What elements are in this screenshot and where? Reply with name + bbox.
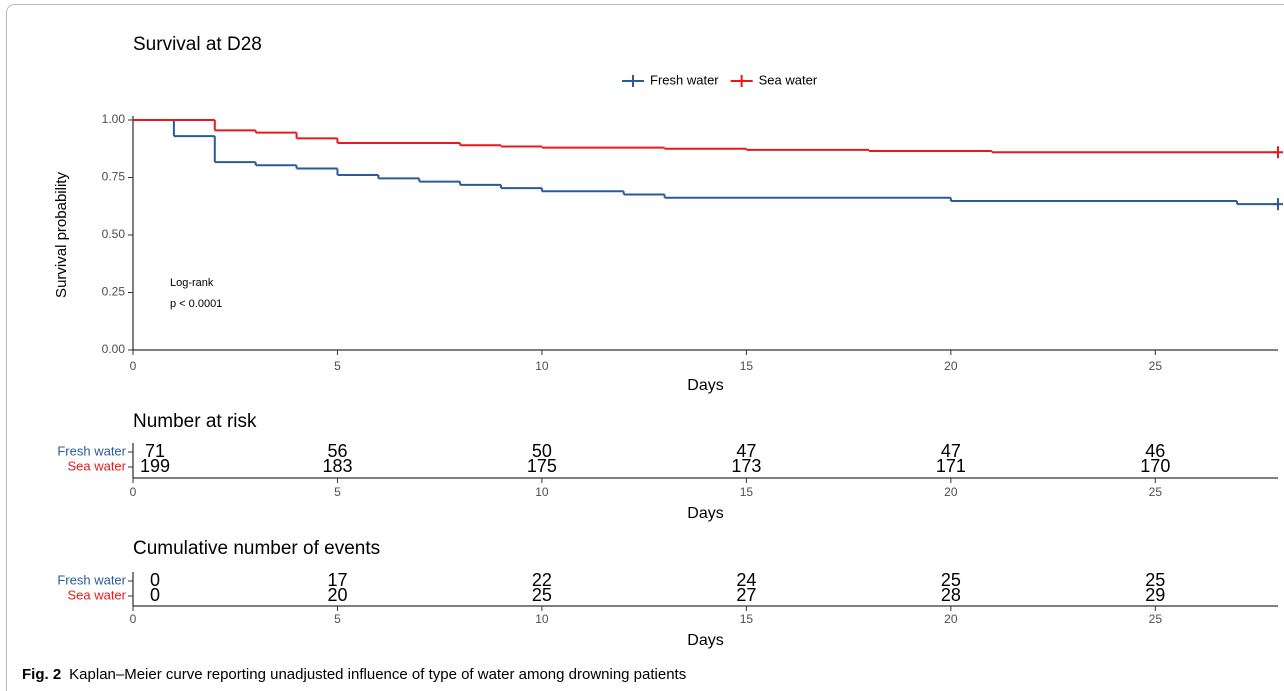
x-tick-label: 20	[944, 612, 958, 626]
table-value: 47	[736, 441, 756, 461]
y-tick-label: 0.00	[102, 342, 126, 356]
table-value: 20	[327, 585, 347, 605]
x-tick-label: 5	[334, 485, 341, 499]
y-tick-label: 0.25	[102, 285, 126, 299]
legend-swatch	[622, 75, 644, 87]
caption-label: Fig. 2	[22, 666, 61, 683]
table-value: 24	[736, 570, 756, 590]
table-value: 0	[150, 585, 160, 605]
x-tick-label: 25	[1149, 612, 1163, 626]
table-value: 199	[140, 456, 170, 476]
table-value: 0	[150, 570, 160, 590]
table-value: 56	[327, 441, 347, 461]
y-tick-label: 0.50	[102, 227, 126, 241]
x-tick-label: 25	[1149, 359, 1163, 373]
x-tick-label: 20	[944, 359, 958, 373]
x-tick-label: 0	[130, 612, 137, 626]
x-tick-label: 15	[740, 359, 754, 373]
survival-curve	[133, 119, 1283, 159]
caption: Fig. 2 Kaplan–Meier curve reporting unadj…	[22, 666, 686, 683]
censor-mark	[1273, 146, 1283, 159]
table-value: 171	[936, 456, 966, 476]
table-value: 25	[532, 585, 552, 605]
censor-mark	[1273, 198, 1283, 211]
table-value: 25	[941, 570, 961, 590]
x-tick-label: 15	[740, 612, 754, 626]
y-axis-label: Survival probability	[53, 172, 70, 298]
x-tick-label: 5	[334, 612, 341, 626]
x-tick-label: 10	[535, 359, 549, 373]
row-label: Fresh water	[57, 572, 126, 587]
row-label: Fresh water	[57, 443, 126, 458]
table-value: 28	[941, 585, 961, 605]
x-tick-label: 20	[944, 485, 958, 499]
legend-swatch	[730, 75, 753, 87]
x-tick-label: 0	[130, 359, 137, 373]
table-value: 46	[1145, 441, 1165, 461]
x-tick-label: 5	[334, 359, 341, 373]
table-value: 47	[941, 441, 961, 461]
x-axis-label: Days	[687, 505, 723, 522]
row-label: Sea water	[67, 587, 126, 602]
x-tick-label: 25	[1149, 485, 1163, 499]
x-tick-label: 0	[130, 485, 137, 499]
table-value: 175	[527, 456, 557, 476]
table-value: 17	[327, 570, 347, 590]
table-value: 173	[731, 456, 761, 476]
survival-curve	[133, 119, 1283, 211]
caption-text: Kaplan–Meier curve reporting unadjusted …	[69, 666, 686, 683]
table-value: 71	[145, 441, 165, 461]
table-value: 29	[1145, 585, 1165, 605]
annotation: p < 0.0001	[170, 298, 222, 310]
x-tick-label: 15	[740, 485, 754, 499]
row-label: Sea water	[67, 458, 126, 473]
annotation: Log-rank	[170, 277, 214, 289]
legend-label: Sea water	[759, 72, 818, 87]
table-value: 25	[1145, 570, 1165, 590]
chart-title: Number at risk	[133, 411, 257, 432]
x-tick-label: 10	[535, 485, 549, 499]
chart-title: Cumulative number of events	[133, 538, 380, 559]
table-value: 170	[1140, 456, 1170, 476]
chart-title: Survival at D28	[133, 34, 262, 55]
x-tick-label: 10	[535, 612, 549, 626]
table-value: 50	[532, 441, 552, 461]
y-tick-label: 0.75	[102, 170, 126, 184]
x-axis-label: Days	[687, 377, 723, 394]
y-tick-label: 1.00	[102, 112, 126, 126]
legend-label: Fresh water	[650, 72, 719, 87]
table-value: 22	[532, 570, 552, 590]
table-value: 27	[736, 585, 756, 605]
figure-frame	[6, 4, 1284, 691]
table-value: 183	[322, 456, 352, 476]
x-axis-label: Days	[687, 632, 723, 649]
